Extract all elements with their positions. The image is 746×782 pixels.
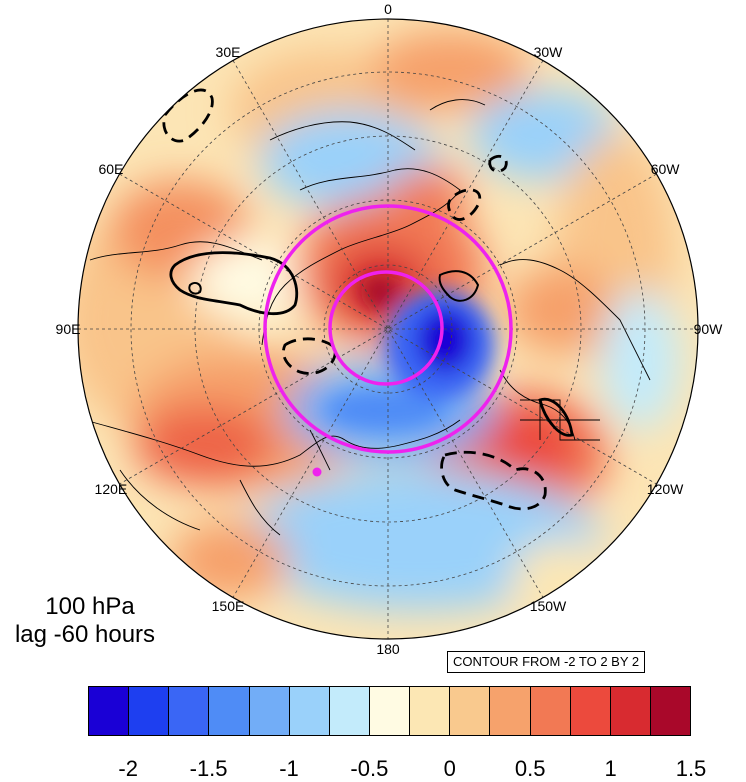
- longitude-label: 30E: [216, 44, 241, 60]
- contour-info-box: CONTOUR FROM -2 TO 2 BY 2: [447, 651, 646, 673]
- contour-positive: [188, 282, 202, 295]
- colorbar-cell: [289, 687, 330, 735]
- colorbar-cell: [450, 687, 491, 735]
- target-circles: [263, 204, 513, 454]
- longitude-label: 60E: [98, 161, 123, 177]
- colorbar-cell: [209, 687, 250, 735]
- continent-outlines: [84, 99, 651, 536]
- colorbar-tick-label: 0.5: [514, 756, 546, 781]
- contour-negative: [282, 337, 337, 375]
- colorbar-cell: [249, 687, 290, 735]
- colorbar-cell: [369, 687, 411, 735]
- longitude-label: 60W: [651, 161, 681, 177]
- contour-negative: [440, 450, 547, 511]
- colorbar-cell: [89, 687, 130, 735]
- longitude-label: 90W: [694, 321, 724, 337]
- globe-border: [77, 18, 699, 640]
- colorbar-tick-label: 1.5: [675, 756, 707, 781]
- colorbar-tick-label: 1: [604, 756, 617, 781]
- location-marker: [312, 467, 322, 477]
- colorbar-cell: [410, 687, 451, 735]
- longitude-label: 120W: [647, 481, 684, 497]
- colorbar-cell: [530, 687, 571, 735]
- colorbar-cell: [650, 687, 691, 735]
- longitude-label: 150W: [530, 598, 567, 614]
- contour-negative: [488, 154, 508, 173]
- colorbar-cell: [169, 687, 210, 735]
- longitude-label: 90E: [56, 321, 81, 337]
- colorbar-tick-label: -1.5: [189, 756, 228, 781]
- contours: [162, 88, 574, 511]
- pressure-level-label: 100 hPa: [45, 593, 135, 620]
- contour-positive: [538, 397, 574, 437]
- contour-positive: [438, 270, 480, 302]
- longitude-label: 30W: [534, 44, 564, 60]
- longitude-label: 0: [384, 1, 392, 17]
- colorbar-tick-label: -2: [118, 756, 138, 781]
- contour-negative: [447, 188, 482, 221]
- longitude-labels: 0 30W 60W 90W 120W 150W 180 150E 120E 90E 60E 30E: [56, 1, 724, 657]
- colorbar-cell: [490, 687, 531, 735]
- colorbar: [88, 686, 691, 736]
- longitude-label: 180: [376, 641, 400, 657]
- colorbar-cell: [329, 687, 370, 735]
- contour-positive: [169, 251, 299, 316]
- lag-label: lag -60 hours: [14, 621, 156, 648]
- colorbar-cell: [610, 687, 651, 735]
- colorbar-tick-label: -1: [279, 756, 299, 781]
- contour-negative: [162, 88, 214, 143]
- colorbar-tick-label: 0: [443, 756, 456, 781]
- longitude-label: 150E: [212, 598, 245, 614]
- colorbar-cell: [570, 687, 611, 735]
- graticule: [78, 19, 698, 639]
- longitude-label: 120E: [95, 481, 128, 497]
- colorbar-tick-label: -0.5: [350, 756, 389, 781]
- colorbar-cell: [129, 687, 170, 735]
- anomaly-field: [78, 19, 698, 639]
